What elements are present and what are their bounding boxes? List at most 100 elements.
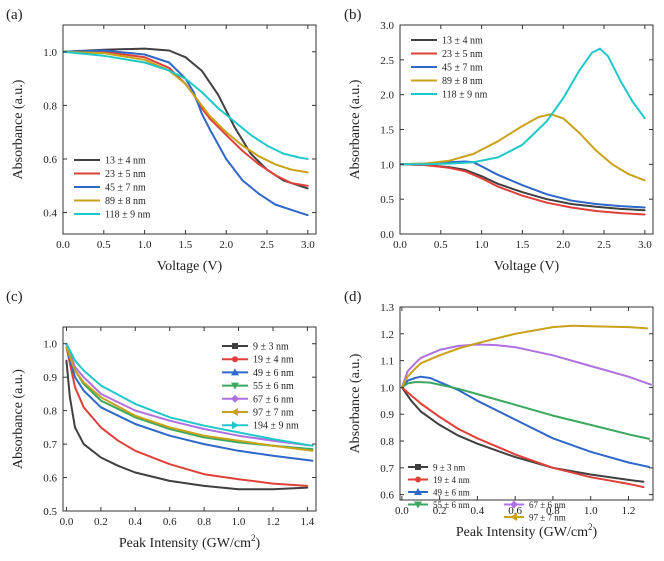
series-line-4 xyxy=(63,50,308,174)
data-point xyxy=(406,382,409,385)
legend-label: 67 ± 6 nm xyxy=(529,500,566,510)
panel-b: (b) 0.0 0.5 1.0 1.5 2.0 2.5 3.0 0.0 0.5 1.0 1.5 2.0 2… xyxy=(344,7,654,274)
data-point xyxy=(627,375,630,378)
data-point xyxy=(272,444,274,447)
data-point xyxy=(457,345,460,347)
data-point xyxy=(495,344,498,346)
data-point xyxy=(168,426,171,429)
data-point xyxy=(599,47,601,50)
data-point xyxy=(514,403,517,406)
data-point xyxy=(117,439,119,442)
data-point xyxy=(233,120,236,123)
legend-marker xyxy=(510,513,517,521)
series-line-3 xyxy=(65,346,313,462)
data-point xyxy=(457,428,460,430)
y-axis-title: Absorbance (a.u.) xyxy=(348,353,363,453)
data-point xyxy=(184,56,187,59)
data-point xyxy=(406,375,409,378)
y-tick-label: 0.8 xyxy=(43,100,57,112)
legend-label: 13 ± 4 nm xyxy=(105,156,146,167)
data-point xyxy=(419,357,422,359)
legend: 13 ± 4 nm 23 ± 5 nm 45 ± 7 nm 89 ± 8 nm 118 … xyxy=(411,36,488,101)
x-tick-label: 1.0 xyxy=(232,516,246,528)
x-tick-label: 0.0 xyxy=(60,516,74,528)
data-point xyxy=(298,156,301,159)
data-point xyxy=(595,149,597,152)
y-tick-label: 0.6 xyxy=(43,473,57,485)
data-point xyxy=(82,381,85,384)
series-line-6 xyxy=(401,324,648,388)
y-axis-title: Absorbance (a.u.) xyxy=(11,369,26,469)
data-point xyxy=(627,173,630,176)
data-point xyxy=(607,55,609,58)
x-axis-title: Voltage (V) xyxy=(157,259,223,274)
legend-marker xyxy=(510,500,518,509)
data-point xyxy=(168,49,171,52)
y-tick-label: 0.4 xyxy=(43,208,57,220)
data-point xyxy=(82,443,85,445)
data-point xyxy=(429,377,432,379)
data-point xyxy=(589,476,592,479)
series-line-2 xyxy=(400,163,645,216)
data-point xyxy=(642,480,645,483)
data-point xyxy=(200,104,203,107)
data-point xyxy=(203,436,206,439)
data-point xyxy=(203,434,206,437)
y-tick-label: 1.2 xyxy=(380,329,394,341)
data-point xyxy=(237,431,240,434)
legend-label: 45 ± 7 nm xyxy=(105,183,146,194)
data-point xyxy=(476,399,479,402)
data-point xyxy=(74,369,76,372)
data-point xyxy=(521,191,524,194)
data-point xyxy=(306,184,309,187)
data-point xyxy=(497,173,499,176)
data-point xyxy=(237,441,240,444)
data-point xyxy=(192,91,195,93)
data-point xyxy=(168,463,171,466)
data-point xyxy=(168,416,171,419)
x-tick-label: 1.2 xyxy=(622,505,636,517)
legend-label: 23 ± 5 nm xyxy=(442,49,483,60)
x-tick-label: 0.5 xyxy=(434,239,448,251)
legend-label: 9 ± 3 nm xyxy=(433,463,465,473)
data-point xyxy=(537,116,540,118)
data-point xyxy=(546,120,548,122)
data-point xyxy=(419,402,422,405)
legend-label: 67 ± 6 nm xyxy=(253,394,294,405)
y-tick-label: 0.6 xyxy=(43,154,57,166)
data-point xyxy=(225,131,228,134)
data-point xyxy=(209,128,211,131)
data-point xyxy=(521,184,524,187)
series-group xyxy=(400,324,652,489)
data-point xyxy=(168,69,171,72)
plot-frame xyxy=(399,24,654,235)
x-axis-title-end: ) xyxy=(256,536,261,551)
data-point xyxy=(590,52,593,54)
series-line-4 xyxy=(401,381,650,440)
data-point xyxy=(627,479,630,481)
y-tick-label: 0.7 xyxy=(380,463,394,475)
data-point xyxy=(203,485,206,487)
y-tick-label: 0.7 xyxy=(43,439,57,451)
data-point xyxy=(217,107,220,109)
legend-marker xyxy=(231,408,238,416)
data-point xyxy=(143,47,146,50)
legend-marker xyxy=(231,368,239,376)
data-point xyxy=(311,449,314,452)
data-point xyxy=(306,158,309,160)
data-point xyxy=(423,163,426,166)
legend-label: 19 ± 4 nm xyxy=(433,475,470,485)
data-point xyxy=(290,168,293,171)
panel-label: (c) xyxy=(6,289,23,305)
data-point xyxy=(168,428,171,430)
series-line-1 xyxy=(400,163,645,212)
data-point xyxy=(200,107,203,109)
data-point xyxy=(546,201,548,204)
data-point xyxy=(102,52,105,54)
data-point xyxy=(237,434,240,437)
data-point xyxy=(237,478,240,481)
data-point xyxy=(306,214,309,217)
data-point xyxy=(272,482,274,485)
x-tick-label: 1.0 xyxy=(584,505,598,517)
y-tick-label: 1.0 xyxy=(43,47,57,59)
